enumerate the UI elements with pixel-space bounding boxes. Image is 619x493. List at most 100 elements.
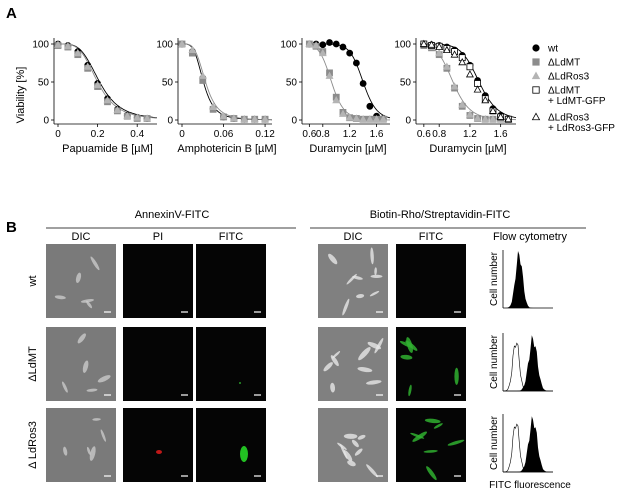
data-point (365, 114, 374, 123)
data-point (481, 114, 490, 123)
panel-a-letter: A (6, 5, 17, 22)
x-tick-label: 0.2 (91, 129, 105, 140)
data-point (442, 62, 451, 70)
row-label: Δ LdRos3 (27, 421, 39, 469)
legend-label: ΔLdMT (548, 86, 580, 97)
y-tick-label: 0 (43, 116, 49, 127)
data-point (435, 48, 444, 57)
fit-curve-1 (58, 43, 158, 119)
cell-shape (89, 446, 96, 461)
column-header: FITC (219, 231, 243, 243)
x-tick-label: 0.12 (255, 129, 275, 140)
data-point (450, 50, 459, 58)
data-point (332, 40, 340, 48)
legend-label: ΔLdMT (548, 58, 580, 69)
micrograph-fitc (196, 244, 266, 318)
legend-marker (532, 44, 540, 52)
data-point (352, 114, 361, 122)
data-point (496, 112, 505, 120)
y-tick-label: 100 (32, 40, 49, 51)
cell-shape (357, 367, 373, 373)
cell-shape (343, 433, 358, 439)
x-tick-label: 0.6 (417, 129, 431, 140)
cell-shape (86, 388, 98, 392)
cell-shape (86, 300, 93, 309)
cell-shape (357, 434, 366, 440)
micrograph-grid: DIC PI FITC DIC FITC Flow cytometry wt Cell num… (27, 231, 571, 491)
micrograph-dic-biotin (318, 408, 388, 482)
fitc-signal (240, 446, 248, 462)
data-point (488, 114, 497, 123)
x-tick-label: 1.6 (494, 129, 508, 140)
data-point (178, 39, 186, 47)
data-point (359, 114, 368, 123)
x-tick-label: 0.8 (432, 129, 446, 140)
data-point (419, 39, 428, 47)
cell-shape (354, 448, 363, 456)
data-point (250, 114, 259, 123)
data-point (209, 102, 218, 111)
data-point (504, 114, 513, 123)
cell-shape (366, 380, 382, 385)
cell-shape (82, 360, 89, 373)
flow-y-label: Cell number (489, 334, 500, 389)
column-header: DIC (344, 231, 363, 243)
legend-marker (532, 86, 540, 94)
data-point (325, 71, 334, 79)
micrograph-fitc (196, 408, 266, 482)
data-point (488, 106, 497, 114)
data-point (481, 95, 490, 104)
y-tick-label: 50 (38, 78, 50, 89)
cell-shape (374, 267, 377, 276)
y-tick-label: 50 (400, 78, 412, 89)
micrograph-background (123, 244, 193, 318)
data-point (198, 71, 207, 79)
pi-signal (156, 450, 162, 454)
data-point (372, 114, 381, 123)
data-point (346, 49, 354, 57)
x-tick-label: 1.6 (370, 129, 384, 140)
group-title-annexin: AnnexinV-FITC (135, 209, 210, 221)
flow-histogram: Cell number (489, 250, 553, 309)
legend-marker (531, 71, 541, 80)
cell-shape (356, 294, 365, 299)
data-point (332, 95, 341, 104)
x-axis-label: Papuamide B [µM] (62, 143, 153, 155)
column-header: PI (153, 231, 163, 243)
data-point (318, 48, 327, 57)
flow-histogram: Cell number (489, 414, 553, 473)
cell-shape (61, 381, 68, 393)
data-point (240, 114, 249, 123)
micrograph-pi (123, 244, 193, 318)
cell-shape (100, 429, 106, 442)
micrograph-background (46, 244, 116, 318)
y-tick-label: 0 (291, 116, 297, 127)
cell-shape (447, 439, 465, 446)
data-point (465, 110, 474, 118)
cell-shape (342, 298, 350, 316)
cell-shape (347, 460, 356, 467)
data-point (338, 109, 347, 117)
micrograph-background (123, 408, 193, 482)
row-label: wt (27, 276, 39, 288)
legend-marker (532, 58, 540, 66)
data-point (113, 105, 122, 114)
cell-shape (75, 272, 82, 283)
micrograph-dic-biotin (318, 327, 388, 401)
y-tick-label: 100 (156, 40, 173, 51)
data-point (83, 62, 92, 70)
micrograph-fitc (196, 327, 266, 401)
data-point (473, 114, 482, 122)
data-point (339, 43, 347, 51)
cell-shape (424, 418, 441, 424)
data-point (326, 39, 333, 46)
legend-label: ΔLdRos3 (548, 72, 590, 83)
plot-4: 100 50 0 0.6 0.8 1.2 1.6 Duramycin [µM] (394, 38, 517, 155)
group-title-biotin: Biotin-Rho/Streptavidin-FITC (370, 209, 511, 221)
micrograph-background (318, 408, 388, 482)
cell-shape (369, 290, 380, 297)
cell-shape (328, 253, 338, 265)
cell-shape (54, 295, 66, 300)
data-point (73, 48, 82, 57)
